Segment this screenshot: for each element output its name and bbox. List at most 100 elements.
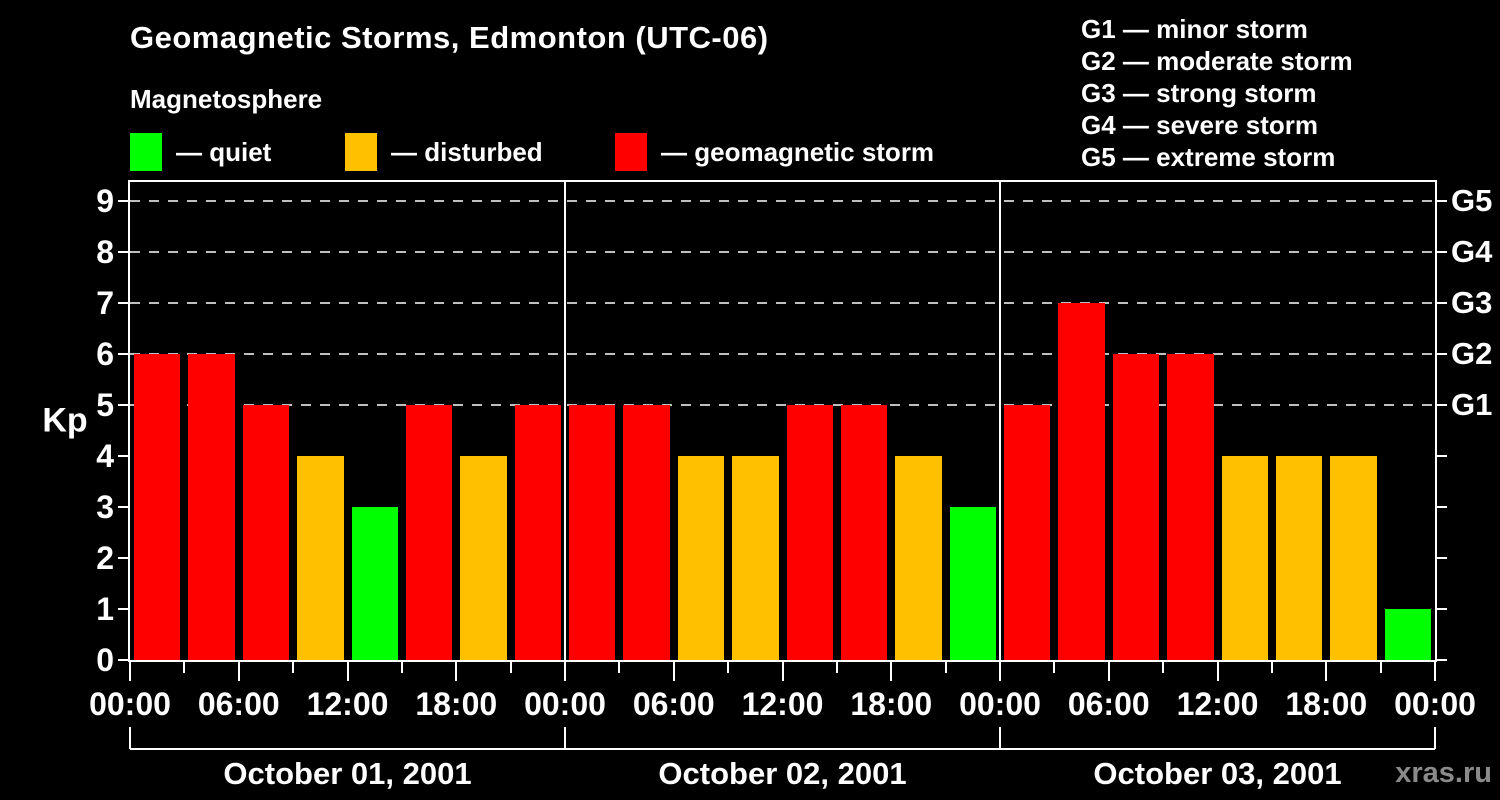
y-tick-left bbox=[118, 608, 130, 610]
kp-bar bbox=[297, 456, 344, 660]
x-tick-major bbox=[781, 660, 784, 681]
legend-label-storm: — geomagnetic storm bbox=[661, 136, 935, 167]
date-label: October 03, 2001 bbox=[1093, 756, 1342, 791]
x-tick-major bbox=[1434, 660, 1436, 681]
kp-bar bbox=[514, 405, 561, 660]
g-axis-label: G3 bbox=[1451, 285, 1493, 320]
kp-bar bbox=[677, 456, 725, 660]
gridline-kp6 bbox=[130, 353, 1435, 355]
x-tick-label: 00:00 bbox=[959, 686, 1041, 722]
y-tick-label: 8 bbox=[96, 234, 114, 270]
kp-bar bbox=[134, 354, 181, 660]
g-axis-label: G4 bbox=[1451, 234, 1493, 269]
kp-bar bbox=[351, 507, 398, 660]
g-axis-label: G1 bbox=[1451, 387, 1493, 422]
y-tick-right bbox=[1435, 302, 1447, 304]
x-tick-label: 18:00 bbox=[1285, 686, 1368, 722]
date-label: October 01, 2001 bbox=[223, 756, 472, 791]
g-legend-line-2: G2 — moderate storm bbox=[1081, 46, 1353, 76]
kp-bar bbox=[786, 405, 833, 660]
kp-bar bbox=[188, 354, 235, 660]
kp-bar bbox=[1221, 456, 1268, 660]
y-tick-right bbox=[1435, 455, 1447, 457]
g-legend-line-1: G1 — minor storm bbox=[1081, 14, 1308, 44]
x-tick-minor bbox=[1162, 660, 1165, 673]
x-tick-major bbox=[1107, 660, 1110, 681]
x-tick-label: 12:00 bbox=[741, 686, 824, 722]
date-label: October 02, 2001 bbox=[658, 756, 907, 791]
gridline-kp5 bbox=[130, 404, 1435, 406]
y-tick-left bbox=[118, 353, 130, 355]
y-tick-right bbox=[1435, 251, 1447, 253]
y-tick-label: 4 bbox=[96, 438, 114, 474]
y-tick-label: 7 bbox=[96, 285, 114, 321]
watermark: xras.ru bbox=[1395, 757, 1492, 789]
y-tick-right bbox=[1435, 557, 1447, 559]
legend-label-disturbed: — disturbed bbox=[391, 136, 543, 167]
x-tick-minor bbox=[183, 660, 186, 673]
x-tick-label: 06:00 bbox=[197, 686, 280, 722]
legend-swatch-storm bbox=[615, 133, 647, 171]
g-legend-line-4: G4 — severe storm bbox=[1081, 110, 1319, 140]
y-tick-label: 2 bbox=[96, 540, 114, 576]
legend-item-disturbed: — disturbed bbox=[345, 131, 543, 173]
x-tick-major bbox=[1216, 660, 1219, 681]
y-tick-left bbox=[118, 557, 130, 559]
date-bracket-stub bbox=[564, 727, 566, 749]
chart-subtitle: Magnetosphere bbox=[130, 84, 323, 114]
y-tick-label: 1 bbox=[96, 591, 114, 627]
x-tick-minor bbox=[509, 660, 512, 673]
y-tick-right bbox=[1435, 404, 1447, 406]
x-tick-major bbox=[346, 660, 349, 681]
kp-bar bbox=[1384, 609, 1431, 660]
y-tick-left bbox=[118, 659, 130, 661]
kp-bar bbox=[949, 507, 996, 660]
x-tick-minor bbox=[1379, 660, 1382, 673]
y-tick-right bbox=[1435, 659, 1447, 661]
kp-bar bbox=[569, 405, 616, 660]
kp-bar bbox=[1112, 354, 1160, 660]
y-tick-left bbox=[118, 455, 130, 457]
x-tick-minor bbox=[1270, 660, 1273, 673]
page-title: Geomagnetic Storms, Edmonton (UTC-06) bbox=[130, 20, 769, 55]
g-axis-label: G2 bbox=[1451, 336, 1493, 371]
legend-swatch-disturbed bbox=[345, 133, 377, 171]
date-bracket-stub bbox=[129, 727, 131, 749]
gridline-kp8 bbox=[130, 251, 1435, 253]
x-tick-label: 18:00 bbox=[850, 686, 933, 722]
x-tick-minor bbox=[618, 660, 621, 673]
y-tick-left bbox=[118, 251, 130, 253]
x-tick-minor bbox=[1053, 660, 1056, 673]
legend-swatch-quiet bbox=[130, 133, 162, 171]
y-tick-right bbox=[1435, 200, 1447, 202]
y-tick-left bbox=[118, 404, 130, 406]
kp-bar bbox=[840, 405, 888, 660]
x-tick-minor bbox=[727, 660, 730, 673]
y-tick-left bbox=[118, 200, 130, 202]
kp-bar bbox=[895, 456, 942, 660]
date-bracket-stub bbox=[999, 727, 1001, 749]
x-tick-major bbox=[890, 660, 893, 681]
x-tick-label: 12:00 bbox=[306, 686, 389, 722]
x-tick-label: 00:00 bbox=[1394, 686, 1476, 722]
date-bracket-stub bbox=[1434, 727, 1436, 749]
y-tick-right bbox=[1435, 353, 1447, 355]
kp-bar bbox=[1004, 405, 1051, 660]
legend-item-quiet: — quiet bbox=[130, 131, 271, 173]
y-tick-left bbox=[118, 302, 130, 304]
x-tick-major bbox=[129, 660, 131, 681]
x-tick-label: 00:00 bbox=[524, 686, 606, 722]
y-tick-left bbox=[118, 506, 130, 508]
x-tick-major bbox=[1325, 660, 1328, 681]
gridline-kp9 bbox=[130, 200, 1435, 202]
gridline-kp7 bbox=[130, 302, 1435, 304]
kp-bar bbox=[405, 405, 453, 660]
y-tick-label: 9 bbox=[96, 183, 114, 219]
date-bracket-line bbox=[130, 748, 1435, 750]
kp-bar bbox=[1330, 456, 1377, 660]
kp-bar bbox=[732, 456, 779, 660]
x-tick-minor bbox=[944, 660, 947, 673]
g-legend-line-5: G5 — extreme storm bbox=[1081, 142, 1336, 172]
y-axis-title: Kp bbox=[42, 401, 88, 440]
kp-bar bbox=[623, 405, 670, 660]
